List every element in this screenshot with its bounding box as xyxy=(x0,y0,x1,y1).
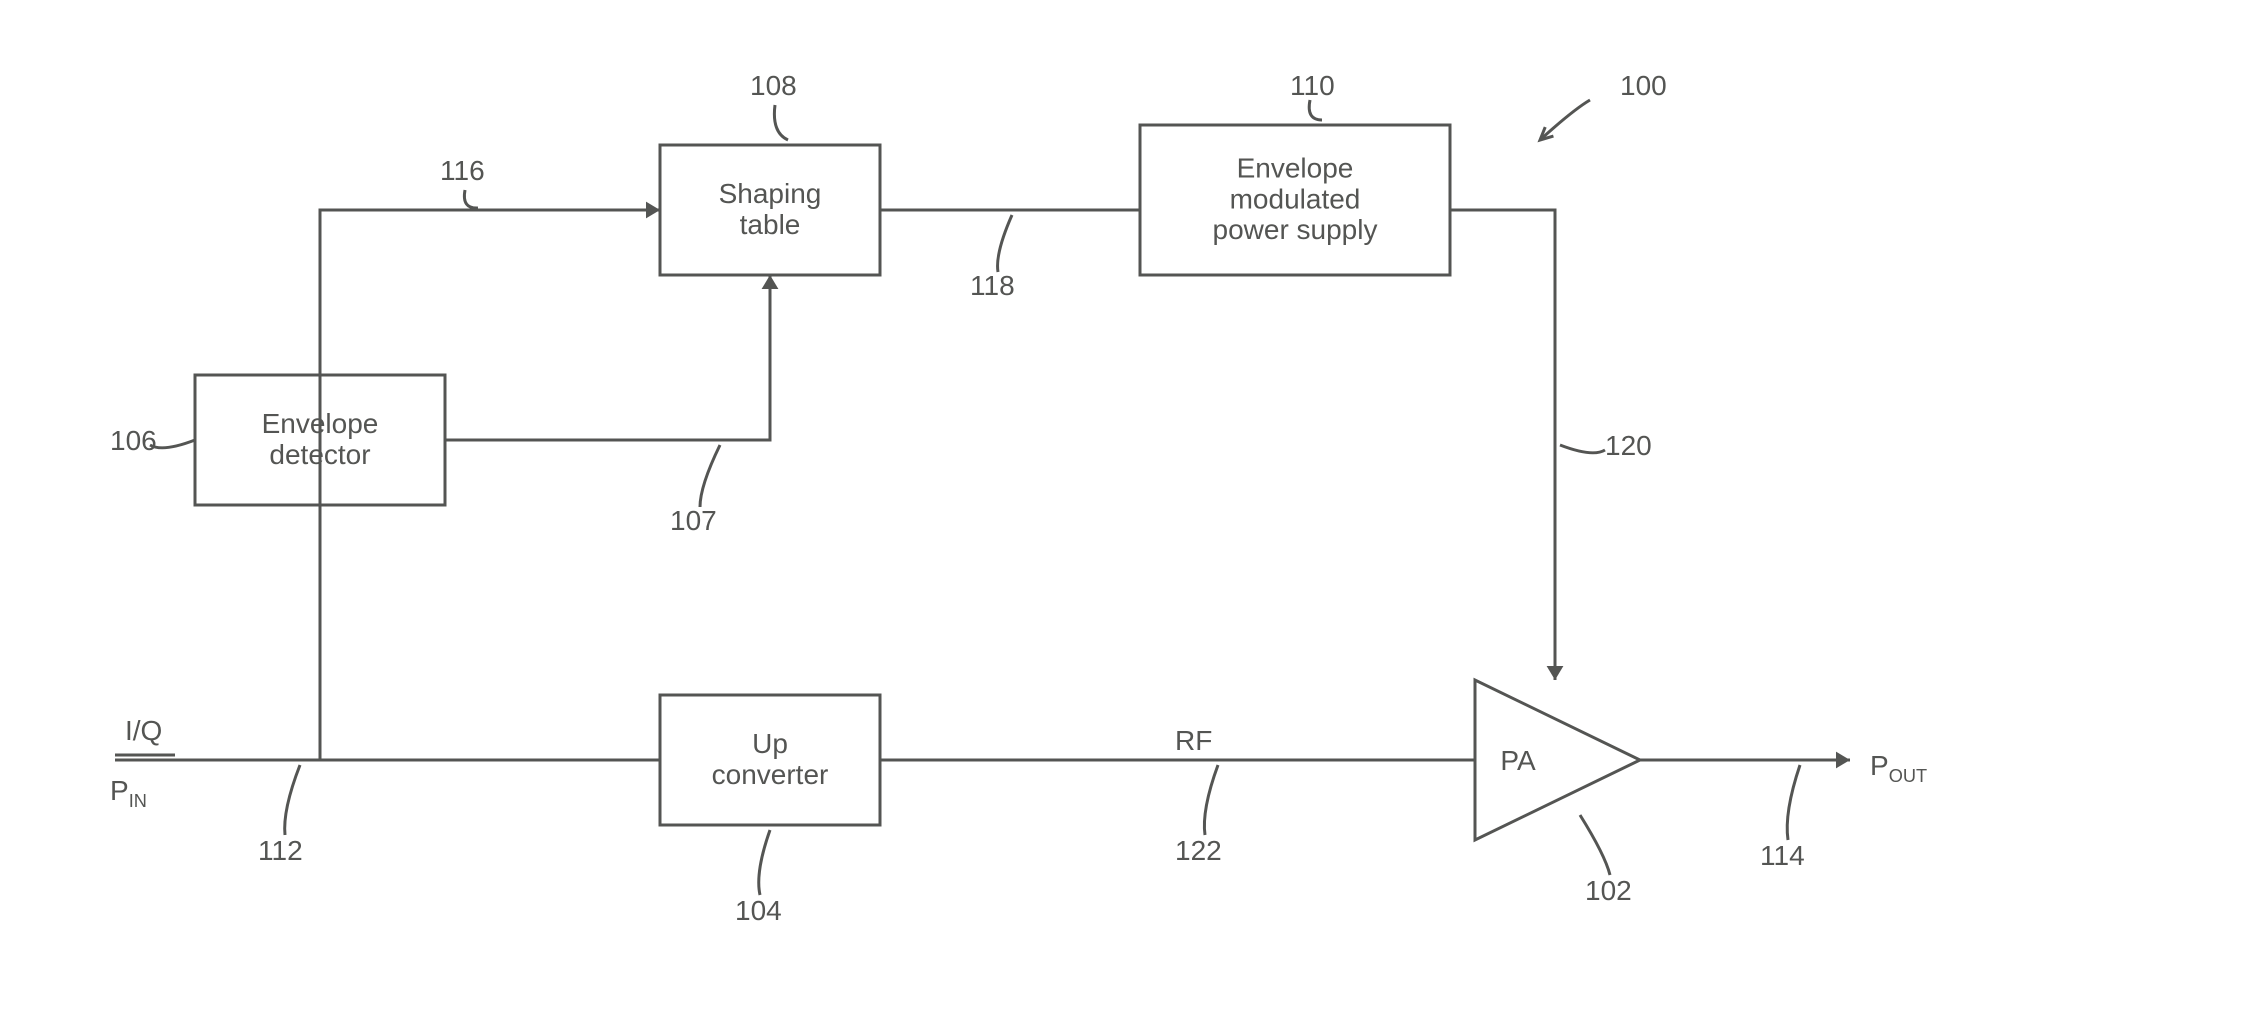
wire-detector-to-shaping-top xyxy=(320,210,660,375)
ref-107: 107 xyxy=(670,505,717,536)
ref-102: 102 xyxy=(1585,875,1632,906)
ref-104: 104 xyxy=(735,895,782,926)
ref-100: 100 xyxy=(1620,70,1667,101)
wire-ps-to-pa xyxy=(1450,210,1555,680)
port-in-label: PIN xyxy=(110,775,147,811)
envelope_modulated_ps-label: modulated xyxy=(1230,183,1361,214)
ref-112: 112 xyxy=(258,835,303,866)
ref-106: 106 xyxy=(110,425,157,456)
ref-108: 108 xyxy=(750,70,797,101)
up_converter-label: converter xyxy=(712,759,829,790)
ref-118: 118 xyxy=(970,270,1015,301)
ref-120: 120 xyxy=(1605,430,1652,461)
shaping_table-label: table xyxy=(740,209,801,240)
ref-114: 114 xyxy=(1760,840,1805,871)
port-out-label: POUT xyxy=(1870,750,1927,786)
shaping_table-label: Shaping xyxy=(719,178,822,209)
signal-label-iq: I/Q xyxy=(125,715,162,746)
ref-116: 116 xyxy=(440,155,485,186)
ref-122: 122 xyxy=(1175,835,1222,866)
power-amplifier-label: PA xyxy=(1500,745,1536,776)
wire-detector-to-shaping-bottom xyxy=(445,275,770,440)
up_converter-label: Up xyxy=(752,728,788,759)
envelope_modulated_ps-label: power supply xyxy=(1213,214,1378,245)
ref-110: 110 xyxy=(1290,70,1335,101)
signal-label-rf: RF xyxy=(1175,725,1212,756)
block-diagram: Envelopedetector106Shapingtable108Envelo… xyxy=(0,0,2254,1025)
envelope_modulated_ps-label: Envelope xyxy=(1237,153,1354,184)
